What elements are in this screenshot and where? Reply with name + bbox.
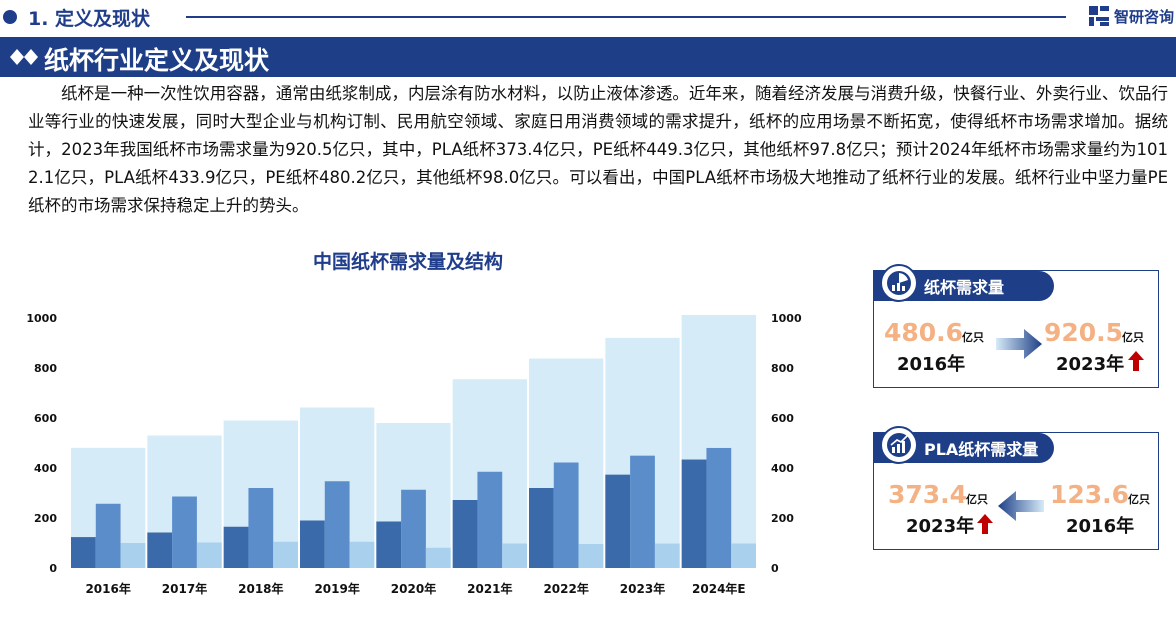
brand-name: 智研咨询 bbox=[1114, 7, 1175, 26]
bar-pe bbox=[401, 489, 426, 568]
x-tick-label: 2021年 bbox=[467, 581, 512, 596]
brand: 智研咨询 bbox=[1088, 5, 1174, 27]
header-divider bbox=[186, 16, 1066, 18]
banner-title: 纸杯行业定义及现状 bbox=[44, 46, 270, 75]
right-arrow-icon bbox=[996, 329, 1042, 359]
card-left-value: 373.4 bbox=[888, 480, 968, 509]
description-paragraph: 纸杯是一种一次性饮用容器，通常由纸浆制成，内层涂有防水材料，以防止液体渗透。近年… bbox=[28, 84, 1168, 215]
y-tick-right: 200 bbox=[771, 512, 794, 525]
y-tick-left: 600 bbox=[34, 412, 57, 425]
demand-chart: 0 0 200 200 400 400 600 600 800 800 1000 1000 2016年 2… bbox=[26, 312, 802, 596]
card-left-value: 480.6 bbox=[884, 318, 964, 347]
data-icon bbox=[880, 264, 918, 302]
bar-other bbox=[502, 543, 527, 568]
bar-other bbox=[120, 543, 146, 568]
bullet-icon bbox=[3, 10, 17, 24]
bar-pe bbox=[706, 447, 732, 568]
bar-pla bbox=[376, 521, 402, 568]
card-title: PLA纸杯需求量 bbox=[924, 440, 1039, 459]
bar-pe bbox=[172, 496, 197, 568]
card-header: 纸杯需求量 bbox=[874, 264, 1054, 302]
up-arrow-icon bbox=[1128, 351, 1144, 371]
bar-other bbox=[425, 547, 451, 568]
y-tick-left: 800 bbox=[34, 362, 57, 375]
bar-other bbox=[196, 542, 222, 568]
card-left-year: 2016年 bbox=[897, 354, 966, 375]
bar-chart-icon bbox=[880, 426, 918, 464]
up-arrow-icon bbox=[977, 514, 993, 534]
bar-pe bbox=[324, 481, 350, 568]
bar-other bbox=[349, 541, 375, 568]
card-header: PLA纸杯需求量 bbox=[874, 426, 1054, 464]
bar-pla bbox=[300, 520, 325, 568]
diamond-icon bbox=[10, 49, 38, 65]
y-tick-left: 200 bbox=[34, 512, 57, 525]
bar-other bbox=[654, 543, 680, 568]
title-banner: 纸杯行业定义及现状 bbox=[0, 37, 1176, 77]
x-tick-label: 2020年 bbox=[391, 581, 436, 596]
x-tick-label: 2022年 bbox=[543, 581, 588, 596]
bar-pe bbox=[95, 503, 121, 568]
section-label: 1. 定义及现状 bbox=[28, 8, 151, 30]
y-tick-right: 1000 bbox=[771, 312, 802, 325]
bar-pe bbox=[477, 471, 503, 568]
card-right-year: 2023年 bbox=[1056, 354, 1125, 375]
card-right-value: 920.5 bbox=[1044, 318, 1124, 347]
x-tick-label: 2018年 bbox=[238, 581, 283, 596]
x-tick-label: 2019年 bbox=[314, 581, 359, 596]
bar-pe bbox=[630, 455, 655, 568]
card-left-unit: 亿只 bbox=[966, 493, 988, 506]
bar-pla bbox=[681, 459, 707, 568]
card-right-year: 2016年 bbox=[1066, 516, 1135, 537]
total-demand-card: 纸杯需求量 480.6 亿只 2016年 920.5 亿只 2023年 bbox=[873, 264, 1159, 388]
bar-other bbox=[273, 541, 298, 568]
card-left-unit: 亿只 bbox=[962, 331, 984, 344]
chart-title: 中国纸杯需求量及结构 bbox=[312, 251, 503, 273]
y-tick-right: 0 bbox=[771, 562, 779, 575]
bar-pla bbox=[71, 537, 96, 568]
bar-other bbox=[731, 543, 756, 568]
card-title: 纸杯需求量 bbox=[924, 278, 1005, 297]
card-right-unit: 亿只 bbox=[1122, 331, 1144, 344]
bar-pe bbox=[248, 488, 274, 568]
logo-icon bbox=[1089, 6, 1109, 26]
bar-other bbox=[578, 544, 604, 568]
x-tick-label: 2023年 bbox=[620, 581, 665, 596]
bar-pla bbox=[452, 500, 478, 568]
bar-pla bbox=[147, 532, 173, 568]
y-tick-left: 0 bbox=[49, 562, 57, 575]
top-bar: 1. 定义及现状 智研咨询 bbox=[0, 0, 1176, 34]
y-tick-left: 400 bbox=[34, 462, 57, 475]
left-arrow-icon bbox=[998, 491, 1044, 521]
y-tick-right: 600 bbox=[771, 412, 794, 425]
card-left-year: 2023年 bbox=[906, 516, 975, 537]
y-tick-left: 1000 bbox=[26, 312, 57, 325]
bar-pla bbox=[223, 526, 249, 568]
y-tick-right: 400 bbox=[771, 462, 794, 475]
x-tick-label: 2016年 bbox=[85, 581, 130, 596]
x-tick-label: 2024年E bbox=[692, 581, 746, 596]
bar-pla bbox=[605, 474, 631, 568]
y-tick-right: 800 bbox=[771, 362, 794, 375]
bar-pe bbox=[553, 462, 579, 568]
card-right-value: 123.6 bbox=[1050, 480, 1130, 509]
pla-demand-card: PLA纸杯需求量 373.4 亿只 2023年 123.6 亿只 2016年 bbox=[873, 426, 1159, 550]
card-right-unit: 亿只 bbox=[1128, 493, 1150, 506]
bar-pla bbox=[529, 488, 554, 568]
x-tick-label: 2017年 bbox=[162, 581, 207, 596]
